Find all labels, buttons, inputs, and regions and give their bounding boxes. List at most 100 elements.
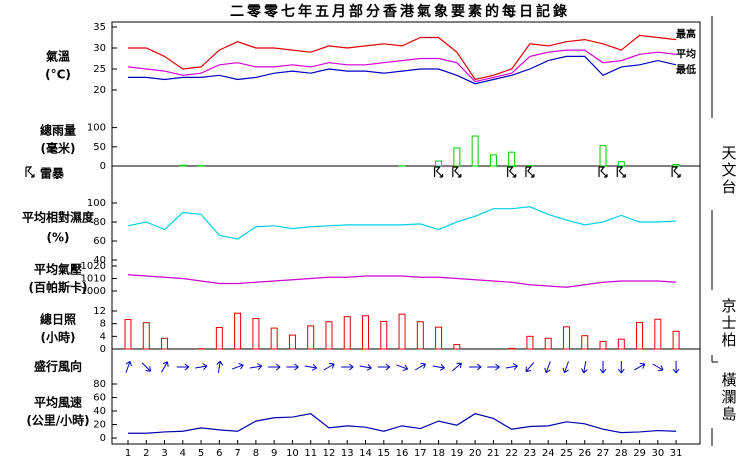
- y-tick-label: 60: [93, 393, 106, 404]
- thunder-marker: [616, 166, 626, 178]
- panel-unit: (百帕斯卡): [29, 280, 88, 295]
- y-tick-label: 8: [100, 319, 106, 330]
- y-tick-label: 100: [87, 123, 106, 134]
- bar: [453, 344, 461, 350]
- bar: [617, 161, 625, 167]
- bar: [325, 321, 333, 350]
- y-tick-label: 100: [87, 198, 106, 209]
- x-tick-label: 22: [505, 448, 518, 459]
- bar: [471, 135, 479, 167]
- wind-arrow: [161, 361, 169, 373]
- station-label: 京士柏: [720, 298, 738, 349]
- y-tick-label: 4: [100, 331, 106, 342]
- arrow-shape: [451, 362, 462, 372]
- x-tick-label: 27: [597, 448, 610, 459]
- arrow-shape: [249, 363, 263, 370]
- wind-arrow: [396, 364, 409, 371]
- line: [127, 206, 677, 240]
- wind-arrow: [341, 363, 354, 371]
- wind-arrow: [377, 363, 391, 371]
- y-tick-label: 1000: [81, 286, 106, 297]
- y-tick-label: 40: [93, 255, 106, 266]
- bar: [252, 318, 260, 350]
- x-tick-label: 11: [304, 448, 317, 459]
- legend-label: 最高: [676, 28, 696, 41]
- arrow-shape: [652, 363, 664, 372]
- wind-arrow: [562, 361, 570, 374]
- arrow-shape: [359, 364, 372, 371]
- x-tick-label: 29: [633, 448, 646, 459]
- bar: [617, 338, 625, 350]
- y-tick-label: 80: [93, 217, 106, 228]
- bar: [380, 320, 388, 350]
- wind-arrow: [652, 363, 664, 372]
- panel-label: 總雨量: [40, 123, 76, 138]
- arrow-shape: [396, 364, 409, 371]
- x-tick-label: 2: [143, 448, 149, 459]
- x-tick-label: 12: [323, 448, 336, 459]
- wind-arrow: [469, 363, 482, 371]
- y-tick-label: 0: [100, 161, 106, 172]
- panel-label: 總日照: [40, 312, 76, 327]
- wind-arrow: [617, 361, 625, 374]
- wind-arrow: [487, 363, 500, 371]
- y-tick-label: 80: [93, 379, 106, 390]
- x-tick-label: 28: [615, 448, 628, 459]
- wind-arrow: [672, 361, 680, 374]
- bar: [179, 164, 187, 167]
- bar: [508, 151, 516, 167]
- x-tick-label: 21: [487, 448, 500, 459]
- x-tick-label: 25: [560, 448, 573, 459]
- bar: [672, 163, 680, 167]
- thunder-marker: [452, 166, 462, 178]
- wind-arrow: [125, 360, 132, 373]
- arrow-shape: [125, 360, 132, 373]
- bar: [270, 327, 278, 350]
- x-tick-label: 31: [670, 448, 683, 459]
- y-tick-label: 0: [100, 344, 106, 355]
- plot-frame: [111, 21, 701, 445]
- panel-label: 氣溫: [46, 49, 70, 64]
- bar: [544, 337, 552, 350]
- y-tick-label: 60: [93, 236, 106, 247]
- panel-label: 平均相對濕度: [22, 210, 95, 225]
- x-tick-label: 10: [286, 448, 299, 459]
- x-tick-label: 14: [359, 448, 372, 459]
- arrow-shape: [487, 363, 500, 371]
- arrow-shape: [231, 363, 244, 370]
- wind-arrow: [304, 364, 317, 371]
- arrow-shape: [581, 361, 588, 374]
- panel-unit: (小時): [41, 330, 76, 345]
- bar: [343, 316, 351, 350]
- bar: [416, 321, 424, 350]
- x-tick-label: 5: [198, 448, 204, 459]
- arrow-shape: [323, 362, 335, 371]
- line: [127, 274, 677, 288]
- arrow-shape: [562, 361, 570, 374]
- x-tick-label: 7: [234, 448, 240, 459]
- y-tick-label: 1020: [81, 261, 106, 272]
- arrow-shape: [599, 361, 607, 374]
- chart-title: 二零零七年五月部分香港氣象要素的每日記錄: [230, 3, 570, 20]
- wind-arrow: [505, 363, 518, 370]
- bar: [599, 340, 607, 350]
- y-tick-label: 0: [100, 433, 106, 444]
- x-tick-label: 30: [651, 448, 664, 459]
- station-label: 橫瀾島: [720, 372, 738, 423]
- legend-icon: [25, 166, 35, 178]
- x-tick-label: 4: [180, 448, 186, 459]
- arrow-shape: [525, 362, 535, 373]
- wind-arrow: [525, 362, 535, 373]
- bar: [124, 319, 132, 350]
- panel-unit: (°C): [45, 68, 71, 82]
- wind-arrow: [359, 364, 372, 371]
- bar: [362, 315, 370, 350]
- y-tick-label: 30: [93, 43, 106, 54]
- x-tick-label: 1: [125, 448, 131, 459]
- x-tick-label: 8: [253, 448, 259, 459]
- thunder-marker: [525, 166, 535, 178]
- x-tick-label: 23: [524, 448, 537, 459]
- bar: [581, 335, 589, 350]
- wind-arrow: [231, 363, 244, 370]
